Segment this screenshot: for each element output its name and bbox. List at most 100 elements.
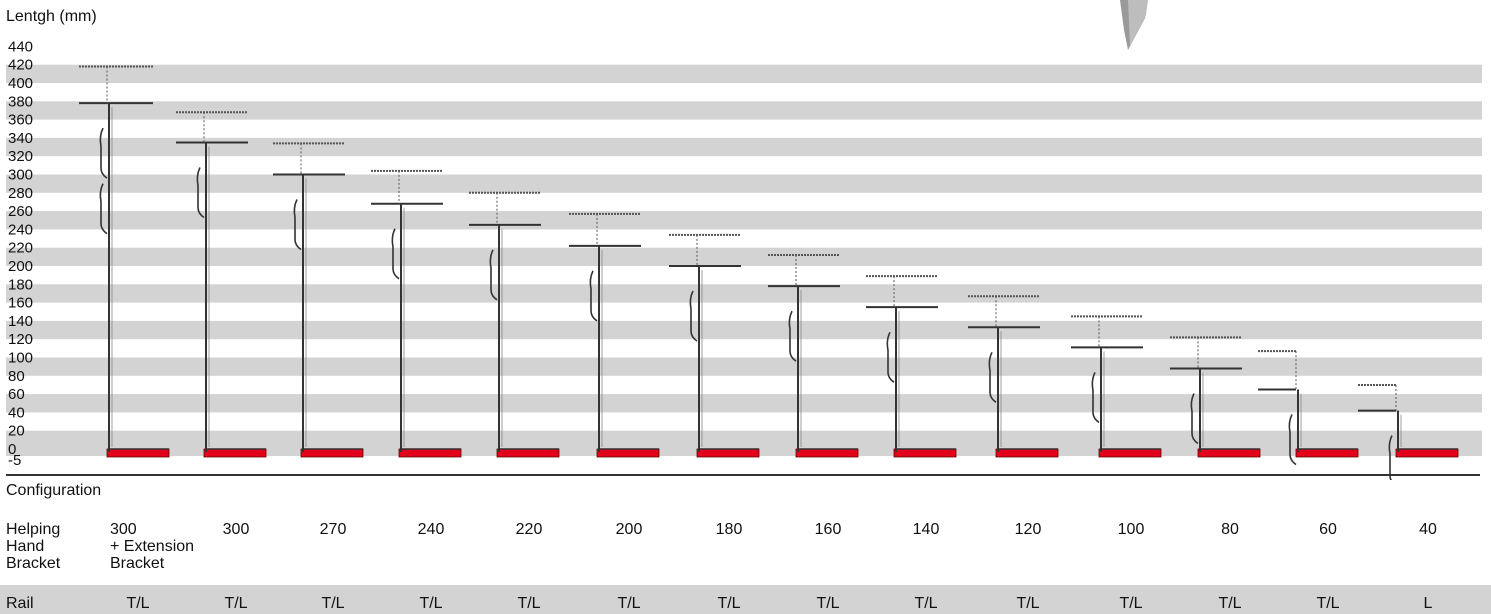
grid-band [6,247,1482,266]
hook-clip [489,249,498,301]
bracket-value: 300 + Extension Bracket [110,521,195,572]
base-plate [496,448,560,458]
rail-value: T/L [617,595,641,612]
hook-clip [886,331,895,383]
y-tick-label: 200 [8,258,33,275]
hook-clip [391,228,400,280]
bracket-value: 200 [615,521,643,538]
grid-band [6,357,1482,376]
bracket-value: 100 [1117,521,1145,538]
y-tick-label: 120 [8,331,33,348]
base-plate [596,448,660,458]
bracket-item [1170,336,1261,458]
grid-band [6,211,1482,230]
base-plate [696,448,760,458]
rail-value: T/L [816,595,840,612]
bracket-row-label: Helping Hand Bracket [6,521,61,572]
y-tick-label: 400 [8,75,33,92]
rail-value: T/L [419,595,443,612]
y-tick-label: 80 [8,368,25,385]
y-tick-label: 20 [8,423,25,440]
hook-clip [988,351,997,403]
y-tick-label: 420 [8,57,33,74]
bracket-value: 160 [814,521,842,538]
hook-clip [1388,435,1393,480]
grid-band [6,430,1482,449]
y-tick-label: 40 [8,404,25,421]
grid-band [6,101,1482,120]
bracket-item [79,65,170,458]
bracket-item [176,111,267,458]
y-tick-label: 300 [8,167,33,184]
grid-band [6,320,1482,340]
base-plate [203,448,267,458]
rail-value: T/L [1316,595,1340,612]
hook-clip [689,290,698,342]
y-tick-label: 220 [8,240,33,257]
hook-clip [293,199,302,251]
configuration-label: Configuration [6,482,102,499]
rail-value: T/L [126,595,150,612]
hook-clip [589,270,598,322]
y-tick-label: 380 [8,93,33,110]
bracket-item [569,212,660,458]
bracket-value: 240 [417,521,445,538]
y-tick-label: 140 [8,313,33,330]
y-tick-label: 240 [8,221,33,238]
bracket-value: 140 [912,521,940,538]
bracket-value: 40 [1419,521,1437,538]
hook-clip [1190,393,1199,445]
bracket-item [371,169,462,458]
base-plate [1295,448,1359,458]
rail-value: T/L [914,595,938,612]
bracket-value: 80 [1221,521,1239,538]
base-plate [795,448,859,458]
y-tick-label: 340 [8,130,33,147]
bracket-value: 60 [1319,521,1337,538]
rail-value: L [1423,595,1433,612]
rail-value: T/L [517,595,541,612]
rail-value: T/L [224,595,248,612]
bracket-item [1071,315,1162,458]
y-tick-label: 440 [8,38,33,55]
grid-band [6,284,1482,303]
bracket-value: 300 [222,521,250,538]
bracket-value: 220 [515,521,543,538]
bracket-item [768,254,859,458]
hook-clip [1288,414,1297,466]
grid-band [6,174,1482,193]
hook-clip [788,310,797,362]
rail-value: T/L [1119,595,1143,612]
rail-value: T/L [1016,595,1040,612]
bracket-item [469,191,560,458]
rail-value: T/L [1218,595,1242,612]
base-plate [1197,448,1261,458]
bracket-item [968,295,1059,458]
bracket-value: 270 [319,521,347,538]
hook-clip [1091,372,1100,424]
y-tick-label: 60 [8,386,25,403]
bracket-item [273,142,364,458]
bracket-item [1358,383,1459,480]
y-tick-label: 180 [8,276,33,293]
y-axis-label: Lentgh (mm) [6,8,97,25]
base-plate [995,448,1059,458]
bracket-value: 120 [1014,521,1042,538]
bracket-item [669,233,760,458]
base-plate [893,448,957,458]
base-plate [398,448,462,458]
y-tick-label: 260 [8,203,33,220]
bracket-item [866,275,957,458]
hook-clip [196,167,205,219]
rail-row-label: Rail [6,595,34,612]
grid-band [6,137,1482,157]
base-plate [300,448,364,458]
y-tick-label: 320 [8,148,33,165]
rail-value: T/L [717,595,741,612]
y-tick-label: 100 [8,350,33,367]
hook-clip [99,183,108,235]
y-tick-label: 0 [8,441,16,458]
grid-band [6,394,1482,413]
rail-row [0,585,1491,614]
bracket-item [1258,350,1359,466]
